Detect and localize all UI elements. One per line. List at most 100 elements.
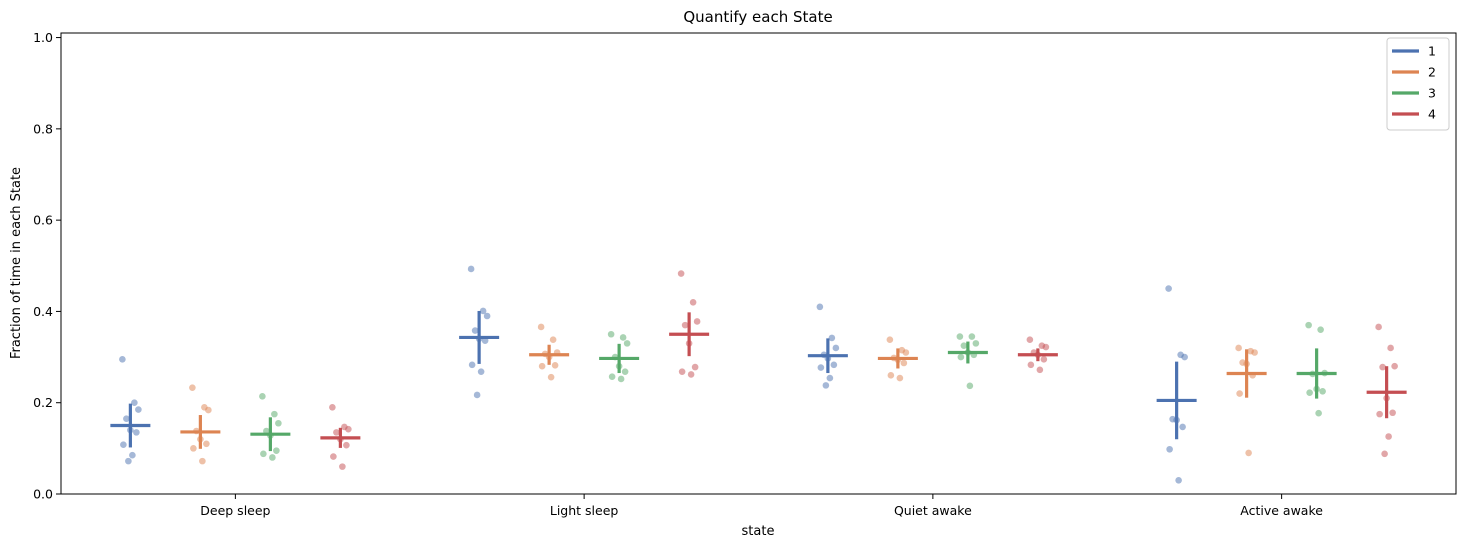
data-point	[329, 403, 336, 411]
mean-markers	[110, 310, 1407, 452]
data-point	[123, 415, 130, 422]
data-point	[887, 372, 895, 379]
y-tick-label: 0.6	[33, 213, 53, 228]
data-point	[900, 359, 908, 367]
data-point	[189, 384, 196, 391]
data-point	[538, 362, 546, 370]
data-point	[1306, 389, 1313, 396]
data-point	[1387, 344, 1394, 352]
data-point	[333, 429, 340, 436]
data-point	[260, 450, 267, 458]
data-point	[1040, 356, 1048, 363]
data-point	[968, 333, 976, 340]
data-point	[678, 368, 686, 375]
data-point	[269, 454, 276, 461]
y-tick-label: 0.2	[33, 395, 53, 410]
data-point	[902, 349, 910, 356]
data-point	[471, 327, 479, 334]
x-tick-label: Deep sleep	[200, 503, 270, 518]
data-point	[259, 393, 266, 400]
data-point	[190, 445, 197, 452]
x-axis: Deep sleep Light sleep Quiet awake Active a…	[200, 494, 1323, 518]
data-point	[1379, 363, 1386, 371]
data-point	[131, 399, 138, 407]
data-point	[1389, 409, 1396, 417]
chart-title: Quantify each State	[683, 8, 832, 26]
data-point	[826, 374, 834, 382]
legend-box	[1386, 37, 1450, 131]
data-point	[896, 374, 904, 382]
data-point	[1376, 410, 1383, 418]
data-point	[1235, 344, 1242, 352]
data-point	[345, 425, 352, 433]
data-point	[832, 344, 840, 352]
data-point	[330, 453, 337, 460]
data-point	[343, 441, 350, 449]
data-point	[956, 333, 964, 340]
data-point	[483, 312, 491, 320]
data-point	[1165, 285, 1172, 292]
data-point	[1181, 353, 1188, 361]
data-point	[125, 457, 132, 465]
legend: 1 2 3 4	[1386, 37, 1450, 131]
data-point	[549, 336, 557, 344]
y-axis: 0.0 0.2 0.4 0.6 0.8 1.0	[33, 30, 61, 502]
data-point	[691, 363, 699, 371]
data-point	[689, 298, 697, 306]
data-point	[681, 321, 689, 329]
data-point	[473, 391, 481, 399]
data-point	[271, 410, 278, 418]
x-axis-label: state	[742, 524, 775, 539]
data-point	[822, 382, 830, 389]
data-point	[551, 361, 559, 369]
data-point	[205, 406, 212, 414]
data-point	[133, 429, 140, 436]
data-point	[621, 368, 629, 375]
data-point	[1245, 449, 1252, 457]
data-point	[1375, 323, 1382, 331]
data-point	[1385, 433, 1392, 440]
data-point	[608, 373, 616, 380]
x-tick-label: Active awake	[1240, 503, 1323, 518]
data-point	[120, 441, 127, 449]
legend-label: 4	[1428, 107, 1436, 122]
data-point	[1026, 336, 1034, 344]
y-axis-label: Fraction of time in each State	[9, 167, 24, 359]
data-point	[960, 342, 968, 349]
data-point	[1381, 450, 1388, 458]
data-point	[129, 451, 136, 459]
x-tick-label: Light sleep	[550, 503, 619, 518]
data-point	[537, 323, 545, 331]
data-point	[273, 447, 280, 454]
data-point	[607, 330, 615, 338]
strip-points	[119, 265, 1398, 484]
data-point	[339, 463, 346, 470]
x-tick-label: Quiet awake	[894, 503, 972, 518]
data-point	[816, 303, 824, 311]
data-point	[1166, 445, 1173, 453]
data-point	[479, 307, 487, 315]
legend-label: 1	[1428, 44, 1436, 59]
data-point	[547, 373, 555, 381]
data-point	[199, 457, 206, 465]
data-point	[1319, 388, 1326, 395]
data-point	[1179, 423, 1186, 431]
data-point	[828, 334, 836, 342]
data-point	[203, 440, 210, 448]
data-point	[1027, 361, 1035, 369]
data-point	[119, 356, 126, 363]
data-point	[619, 334, 627, 341]
data-point	[1251, 349, 1258, 356]
data-point	[677, 270, 685, 277]
y-tick-label: 0.0	[33, 487, 53, 502]
data-point	[957, 353, 965, 361]
data-point	[972, 340, 980, 347]
data-point	[468, 361, 476, 369]
data-point	[275, 419, 282, 427]
plot-frame	[60, 32, 1457, 495]
data-point	[1236, 390, 1243, 397]
data-point	[1305, 321, 1312, 329]
data-point	[886, 336, 894, 344]
data-point	[693, 318, 701, 325]
